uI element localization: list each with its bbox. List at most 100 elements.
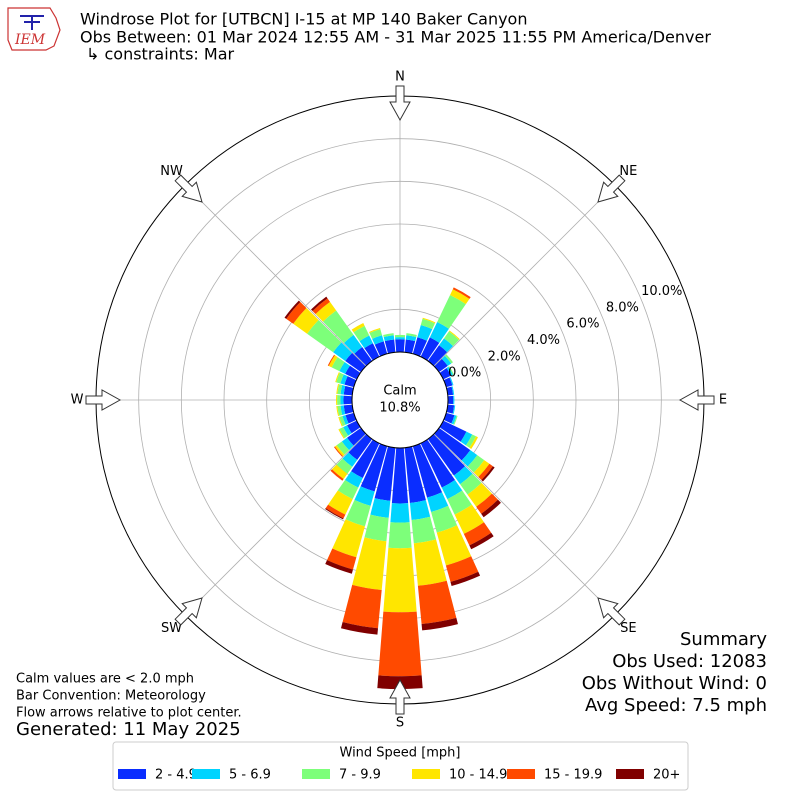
bar-segment	[404, 339, 416, 354]
bar-segment	[420, 318, 435, 330]
bar-segment	[481, 499, 501, 518]
bar-segment	[446, 366, 453, 376]
y-tick-label: 8.0%	[606, 300, 639, 315]
summary-line: Obs Without Wind: 0	[582, 673, 767, 694]
bar-segment	[311, 296, 328, 311]
bar-segment	[343, 425, 352, 436]
compass-label: SE	[620, 621, 636, 636]
legend-label: 10 - 14.9	[449, 768, 507, 783]
bar-segment	[441, 479, 463, 500]
legend-swatch	[616, 769, 644, 779]
bar-segment	[383, 335, 395, 342]
bar-segment	[450, 571, 481, 587]
bar-segment	[421, 617, 458, 631]
bar-segment	[336, 406, 340, 417]
bar-segment	[364, 514, 389, 542]
bar-segment	[391, 447, 409, 504]
bar-segment	[351, 322, 365, 333]
bar-segment	[337, 395, 341, 405]
bar-segment	[454, 504, 484, 534]
bar-segment	[467, 455, 485, 473]
bar-segment	[340, 622, 379, 635]
flow-arrow	[85, 389, 122, 411]
bar-segment	[461, 450, 478, 467]
arrow-shape	[85, 389, 122, 411]
compass-label: NE	[619, 164, 637, 179]
bar-segment	[335, 372, 340, 383]
bar-segment	[434, 358, 448, 373]
compass-label: E	[719, 393, 727, 408]
bar-segment	[406, 333, 417, 338]
bar-segment	[478, 463, 493, 480]
bar-segment	[422, 317, 436, 324]
bar-segment	[340, 385, 346, 395]
bar-segment	[395, 337, 405, 340]
bar-segment	[344, 376, 357, 388]
bar-segment	[473, 460, 490, 478]
flow-arrow	[174, 174, 203, 203]
bar-segment	[465, 434, 477, 448]
arrow-shape	[174, 597, 203, 626]
bar-segment	[439, 367, 452, 380]
bar-segment	[327, 354, 335, 367]
bar-segment	[348, 434, 373, 460]
bar-segment	[413, 539, 447, 586]
bar-segment	[453, 395, 455, 405]
title: Windrose Plot for [UTBCN] I-15 at MP 140…	[80, 10, 527, 29]
flow-arrow	[678, 389, 715, 411]
legend-label: 20+	[653, 768, 680, 783]
bar-segment	[369, 328, 381, 334]
bar-segment	[325, 504, 346, 519]
bar-segment	[345, 352, 366, 373]
legend-label: 2 - 4.9	[155, 768, 197, 783]
bar-segment	[374, 446, 396, 501]
logo: IEM	[7, 7, 61, 51]
legend-swatch	[192, 769, 220, 779]
bar-segment	[439, 420, 467, 442]
bar-segment	[436, 525, 472, 566]
bar-segment	[443, 331, 460, 346]
bar-segment	[374, 341, 388, 357]
bar-segment	[439, 338, 454, 353]
flow-arrow	[389, 678, 411, 715]
generated: Generated: 11 May 2025	[16, 719, 241, 740]
bar-segment	[331, 357, 345, 372]
compass-label: W	[71, 393, 84, 408]
bar-segment	[334, 446, 343, 457]
calm-circle	[351, 351, 449, 449]
compass-label: N	[395, 70, 405, 85]
bar-segment	[447, 490, 472, 515]
bar-segment	[412, 443, 443, 498]
legend: 2 - 4.9 5 - 6.9 7 - 9.9 10 - 14.9 15 - 19.9 2…	[118, 768, 680, 783]
bar-segment	[336, 441, 350, 455]
bar-segment	[336, 458, 353, 474]
bar-segment	[322, 310, 354, 343]
arrow-shape	[597, 597, 626, 626]
arrow-shape	[174, 174, 203, 203]
bar-segment	[449, 376, 454, 386]
bar-segment	[411, 516, 437, 544]
bar-segment	[307, 320, 342, 353]
legend-title: Wind Speed [mph]	[340, 746, 461, 761]
note: Bar Convention: Meteorology	[16, 689, 206, 704]
legend-label: 7 - 9.9	[339, 768, 381, 783]
bar-segment	[394, 334, 406, 338]
bar-segment	[360, 443, 388, 492]
note: Calm values are < 2.0 mph	[16, 672, 194, 687]
y-tick-label: 4.0%	[527, 333, 560, 348]
bar-segment	[434, 427, 471, 461]
summary-line: Obs Used: 12083	[612, 651, 767, 672]
bar-segment	[437, 295, 466, 329]
bar-segment	[286, 302, 307, 324]
windrose: Calm 10.8% 0.0% 2.0% 4.0% 6.0% 8.0%10.0% N NE E SE…	[71, 70, 728, 731]
bar-segment	[452, 405, 456, 414]
bar-segment	[378, 611, 422, 677]
bar-segment	[342, 415, 349, 425]
bar-segment	[446, 386, 454, 396]
bar-segment	[338, 428, 345, 439]
arrow-shape	[389, 85, 411, 122]
bar-segment	[337, 479, 359, 500]
bar-segment	[420, 439, 455, 488]
bar-segment	[340, 374, 348, 385]
bar-segment	[467, 482, 492, 507]
